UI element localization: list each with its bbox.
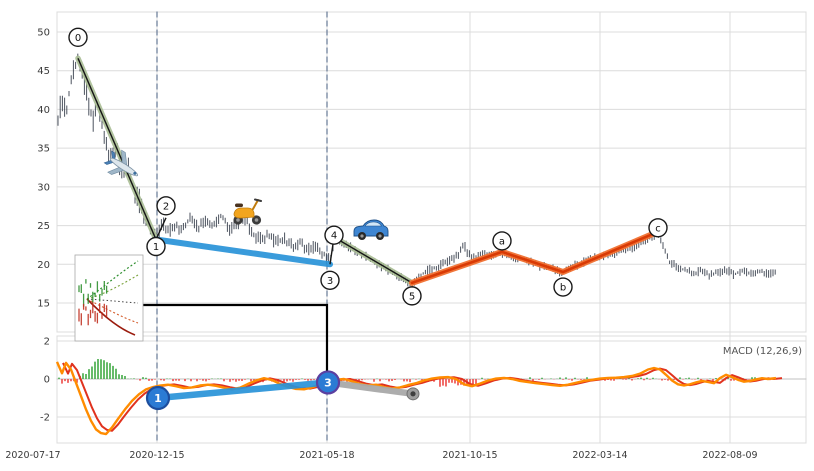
scooter-seat (235, 203, 243, 208)
price-y-tick-label: 40 (37, 105, 50, 116)
inset-mini-bars-green (78, 279, 108, 307)
price-y-tick-label: 45 (37, 66, 50, 77)
car-front-hub (378, 234, 382, 238)
price-y-tick-label: 20 (37, 260, 50, 271)
scooter-front-hub (254, 218, 259, 222)
macd-marker-label-1: 1 (154, 392, 162, 405)
price-y-tick-label: 25 (37, 221, 50, 232)
price-y-tick-label: 35 (37, 144, 50, 155)
scooter-body (233, 207, 255, 219)
price-panel-border (56, 11, 807, 333)
wave-point-circle-2 (156, 196, 176, 216)
wave-point-circle-c (648, 218, 668, 238)
wave-point-label-0: 0 (75, 33, 81, 44)
macd-marker-label-3: 3 (324, 376, 332, 389)
car-window (364, 221, 383, 227)
plane-cockpit (133, 171, 137, 175)
wave-point-circle-3 (320, 270, 340, 290)
wave-point-circle-4 (324, 225, 344, 245)
inset-frame (74, 254, 144, 342)
price-y-tick-label: 50 (37, 28, 50, 39)
wave-trendline-blue (153, 236, 333, 268)
plane-fuselage (109, 157, 139, 177)
wave-trendline-red-core (410, 230, 660, 285)
scooter-column (252, 199, 259, 210)
inset-curve-0 (86, 260, 139, 300)
macd-y-tick-label: 0 (44, 375, 50, 386)
inset-mini-bars-red (78, 302, 108, 326)
price-y-tick-label: 30 (37, 182, 50, 193)
wave-point-label-5: 5 (409, 291, 415, 302)
macd-marker-circle-1 (145, 385, 171, 411)
wave-point-circle-a (492, 231, 512, 251)
airplane-shape (103, 149, 139, 177)
airplane-icon (103, 149, 139, 177)
macd-gray-extension (324, 379, 417, 398)
wave-point-label-c: c (655, 223, 661, 234)
scooter-handlebar (254, 198, 262, 202)
wave-point-label-1: 1 (153, 242, 159, 253)
inset-thumbnail (74, 254, 144, 342)
wave-point-label-4: 4 (331, 231, 337, 242)
wave-point-circle-1 (146, 236, 166, 257)
wave-point-circle-5 (402, 286, 422, 306)
wave-point-label-b: b (560, 283, 566, 294)
price-series-bars (57, 53, 776, 287)
x-tick-label: 2020-12-15 (129, 450, 184, 461)
price-y-tick-label: 15 (37, 298, 50, 309)
x-tick-label: 2020-07-17 (5, 450, 60, 461)
inset-connector-line (143, 303, 329, 371)
wave-point-circle-0 (68, 27, 88, 48)
car-icon (353, 219, 389, 240)
inset-curve-1 (86, 274, 139, 300)
macd-marker-circle-3 (315, 370, 341, 395)
macd-panel-border (56, 335, 807, 444)
macd-y-tick-label: -2 (40, 413, 50, 424)
car-rear-hub (360, 234, 364, 238)
wave-point-label-3: 3 (327, 276, 333, 287)
scooter-rear-hub (236, 218, 240, 222)
macd-y-tick-label: 2 (44, 337, 50, 348)
gray-endpoint-dot-core (410, 391, 416, 397)
wave-trendline-orange (409, 228, 661, 286)
wave-point-circle-b (553, 277, 573, 297)
x-tick-label: 2021-10-15 (442, 450, 497, 461)
inset-curve-4 (86, 298, 136, 336)
x-tick-label: 2022-08-09 (702, 450, 757, 461)
scooter-icon (233, 198, 262, 225)
wave-point-label-a: a (499, 236, 505, 247)
x-tick-label: 2022-03-14 (572, 450, 627, 461)
macd-indicator-label: MACD (12,26,9) (722, 346, 802, 357)
inset-curve-2 (86, 298, 139, 304)
wave-point-label-2: 2 (163, 201, 169, 212)
inset-curve-3 (86, 298, 139, 324)
macd-blue-trendline (154, 379, 332, 402)
macd-line (55, 361, 777, 436)
x-tick-label: 2021-05-18 (299, 450, 354, 461)
